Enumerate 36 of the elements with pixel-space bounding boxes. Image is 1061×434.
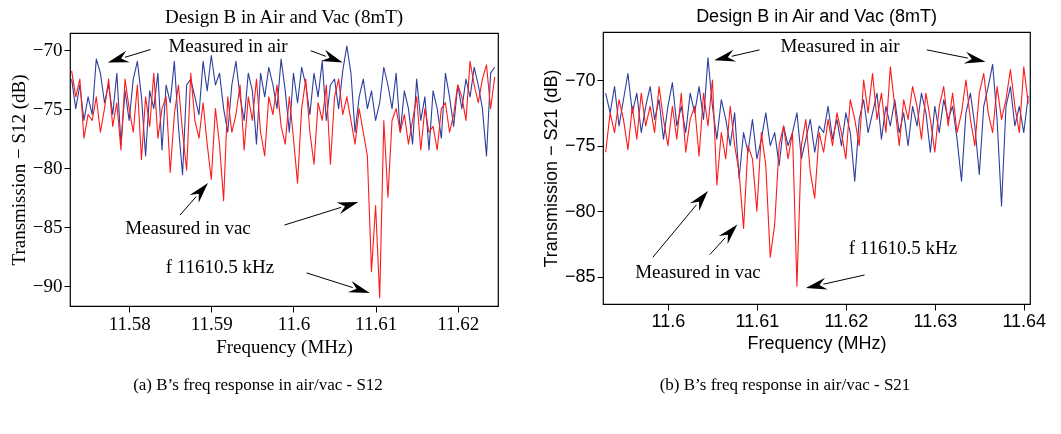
annotation: f 11610.5 kHz [165,256,275,277]
line-series [605,66,1029,287]
y-axis-title: Transmission − S12 (dB) [7,74,30,266]
chart-title: Design B in Air and Vac (8mT) [696,6,937,26]
annotation: f 11610.5 kHz [848,237,958,258]
x-tick-label: 11.62 [824,310,869,331]
annotation: Measured in air [168,35,289,56]
text: (a) B’s freq response in air/vac - S12 [133,375,383,394]
y-tick-label: −75 [564,135,596,156]
annotation: Measured in vac [635,261,761,282]
x-tick-label: 11.61 [735,310,780,331]
text: (b) B’s freq response in air/vac - S21 [659,375,911,394]
x-tick-label: 11.58 [108,312,151,334]
x-tick-label: 11.62 [437,312,480,334]
y-tick-label: −80 [32,157,63,179]
y-axis-title: Transmission − S21 (dB) [540,69,561,268]
x-axis-title: Frequency (MHz) [747,332,887,353]
y-tick-label: −75 [32,98,63,120]
x-tick-label: 11.59 [190,312,233,334]
x-tick-label: 11.6 [651,310,686,331]
x-tick-label: 11.61 [355,312,398,334]
y-tick-label: −70 [32,39,63,61]
y-tick-label: −85 [32,216,63,238]
y-tick-label: −90 [32,275,63,297]
line-series [605,57,1029,207]
x-tick-label: 11.63 [913,310,958,331]
chart-title: Design B in Air and Vac (8mT) [164,6,404,28]
y-tick-label: −85 [564,266,596,287]
annotation: Measured in vac [125,217,251,238]
y-tick-label: −80 [564,200,596,221]
x-tick-label: 11.64 [1002,310,1047,331]
annotation: Measured in air [780,35,901,56]
line-series [71,60,496,299]
x-tick-label: 11.6 [277,312,311,334]
y-tick-label: −70 [564,69,596,90]
x-axis-title: Frequency (MHz) [216,335,353,358]
